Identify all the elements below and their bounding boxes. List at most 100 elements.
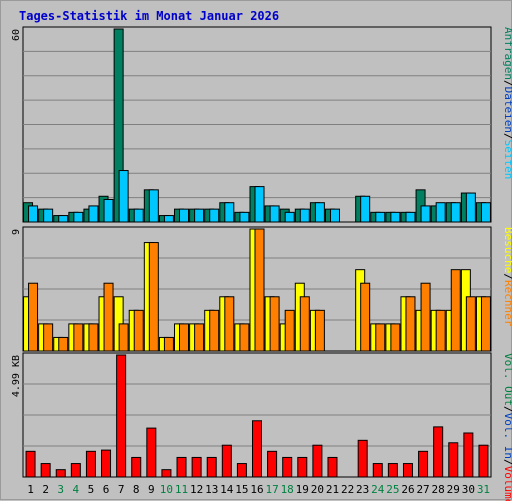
chart-panels: 60 9 4.99 KB xyxy=(11,26,492,478)
day-label-15: 15 xyxy=(235,483,248,496)
day-label-21: 21 xyxy=(326,483,339,496)
bar-seiten-day-18 xyxy=(284,211,295,223)
bar-volumen-day-19 xyxy=(297,456,308,478)
bar-volumen-day-5 xyxy=(85,450,96,478)
y-max-label: 60 xyxy=(11,29,22,41)
y-max-label: 9 xyxy=(11,229,22,235)
bar-seiten-day-12 xyxy=(194,208,205,223)
bar-volumen-day-11 xyxy=(176,456,187,478)
side-legend-volin: Vol. In xyxy=(502,413,512,459)
bar-seiten-day-15 xyxy=(239,211,250,223)
bar-seiten-day-13 xyxy=(209,208,220,223)
bar-rechner-day-28 xyxy=(435,309,446,352)
day-label-18: 18 xyxy=(281,483,294,496)
day-label-3: 3 xyxy=(57,483,64,496)
bar-rechner-day-9 xyxy=(148,242,159,352)
bar-rechner-day-3 xyxy=(58,336,69,352)
bar-volumen-day-12 xyxy=(191,456,202,478)
bar-volumen-day-18 xyxy=(282,456,293,478)
bar-seiten-day-27 xyxy=(420,205,431,223)
bar-seiten-day-5 xyxy=(88,205,99,223)
bar-rechner-day-15 xyxy=(239,323,250,352)
day-label-2: 2 xyxy=(42,483,49,496)
bar-volumen-day-14 xyxy=(221,444,232,478)
day-label-17: 17 xyxy=(265,483,278,496)
bar-volumen-day-7 xyxy=(116,354,127,478)
bar-volumen-day-26 xyxy=(402,463,413,478)
side-legend-volout: Vol. Out xyxy=(502,353,512,406)
bar-volumen-day-27 xyxy=(418,450,429,478)
panel-top: 60 xyxy=(11,26,492,223)
day-label-20: 20 xyxy=(311,483,324,496)
bar-rechner-day-27 xyxy=(420,282,431,352)
side-legend-middle: Besuche/Rechner xyxy=(502,227,512,327)
bar-rechner-day-17 xyxy=(269,296,280,352)
bar-rechner-day-26 xyxy=(405,296,416,352)
bar-volumen-day-10 xyxy=(161,469,172,478)
bar-seiten-day-29 xyxy=(450,202,461,223)
day-label-4: 4 xyxy=(73,483,80,496)
day-label-30: 30 xyxy=(462,483,475,496)
bar-rechner-day-29 xyxy=(450,269,461,352)
day-label-12: 12 xyxy=(190,483,203,496)
day-label-9: 9 xyxy=(148,483,155,496)
bar-rechner-day-8 xyxy=(133,309,144,352)
day-label-25: 25 xyxy=(386,483,399,496)
bar-volumen-day-1 xyxy=(25,450,36,478)
bar-seiten-day-7 xyxy=(118,170,129,223)
side-legend-rechner: Rechner xyxy=(502,280,512,327)
day-label-5: 5 xyxy=(88,483,95,496)
bar-seiten-day-20 xyxy=(314,202,325,223)
bar-rechner-day-5 xyxy=(88,323,99,352)
bar-volumen-day-13 xyxy=(206,456,217,478)
day-label-13: 13 xyxy=(205,483,218,496)
bar-volumen-day-31 xyxy=(478,444,489,478)
day-label-27: 27 xyxy=(416,483,429,496)
bar-volumen-day-2 xyxy=(40,463,51,478)
day-label-24: 24 xyxy=(371,483,385,496)
panel-bottom: 4.99 KB xyxy=(11,352,492,478)
bar-seiten-day-19 xyxy=(299,208,310,223)
bar-volumen-day-23 xyxy=(357,439,368,478)
bar-seiten-day-10 xyxy=(163,215,174,223)
bar-seiten-day-6 xyxy=(103,198,114,223)
day-label-19: 19 xyxy=(296,483,309,496)
y-max-label: 4.99 KB xyxy=(11,355,22,397)
bar-rechner-day-23 xyxy=(360,282,371,352)
bar-seiten-day-11 xyxy=(179,208,190,223)
bar-rechner-day-11 xyxy=(179,323,190,352)
bar-rechner-day-12 xyxy=(194,323,205,352)
bar-rechner-day-6 xyxy=(103,282,114,352)
day-label-7: 7 xyxy=(118,483,125,496)
bar-seiten-day-3 xyxy=(58,215,69,223)
bar-seiten-day-4 xyxy=(73,211,84,223)
side-legend-dateien: Dateien xyxy=(502,87,512,133)
bar-volumen-day-9 xyxy=(146,427,157,478)
bar-volumen-day-15 xyxy=(236,463,247,478)
bar-volumen-day-4 xyxy=(70,463,81,478)
bar-volumen-day-8 xyxy=(131,456,142,478)
bar-volumen-day-6 xyxy=(101,449,112,478)
bar-seiten-day-23 xyxy=(360,195,371,223)
bar-rechner-day-18 xyxy=(284,309,295,352)
day-label-22: 22 xyxy=(341,483,354,496)
bar-seiten-day-31 xyxy=(480,202,491,223)
bar-seiten-day-8 xyxy=(133,208,144,223)
bar-seiten-day-26 xyxy=(405,211,416,223)
bar-seiten-day-24 xyxy=(375,211,386,223)
bar-volumen-day-3 xyxy=(55,469,66,478)
bar-volumen-day-20 xyxy=(312,444,323,478)
day-label-29: 29 xyxy=(447,483,460,496)
bar-rechner-day-10 xyxy=(163,336,174,352)
side-legend-volumen: Volumen xyxy=(502,466,512,501)
day-label-28: 28 xyxy=(432,483,445,496)
bar-seiten-day-21 xyxy=(329,208,340,223)
bar-volumen-day-25 xyxy=(387,463,398,478)
bar-volumen-day-21 xyxy=(327,456,338,478)
bar-rechner-day-31 xyxy=(480,296,491,352)
side-legend-bottom: Vol. Out/Vol. In/Volumen xyxy=(502,353,512,501)
day-label-16: 16 xyxy=(250,483,263,496)
side-legend-besuche: Besuche xyxy=(502,227,512,273)
day-label-31: 31 xyxy=(477,483,490,496)
